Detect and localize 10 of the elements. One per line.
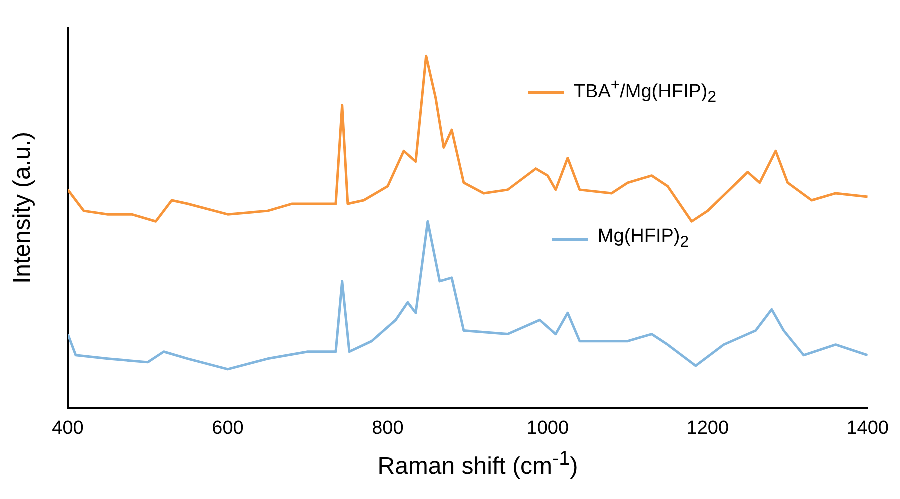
x-tick-label: 1200	[686, 418, 730, 439]
legend-label: Mg(HFIP)$_{2}$	[598, 226, 690, 252]
x-tick-label: 1400	[846, 418, 890, 439]
y-axis-title: Intensity (a.u.)	[9, 132, 37, 284]
legend-label: TBA$^{+}$/Mg(HFIP)$_{2}$	[574, 77, 717, 108]
x-tick-label: 400	[52, 418, 84, 439]
x-axis-title: Raman shift (cm$^{-1}$)	[376, 448, 580, 481]
x-tick-label: 1000	[526, 418, 570, 439]
x-tick-label: 800	[372, 418, 404, 439]
x-tick-label: 600	[212, 418, 244, 439]
